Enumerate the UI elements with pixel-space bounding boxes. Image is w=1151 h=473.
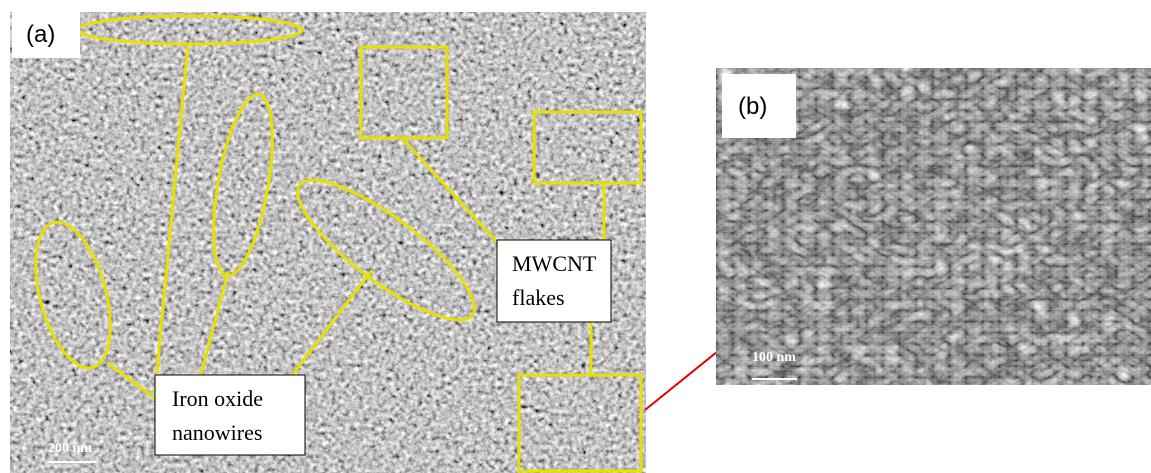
annotation-text: flakes — [512, 285, 565, 310]
panel-b: (b) 100 nm — [716, 68, 1151, 385]
figure: (a) Iron oxide nanowires MWCNT flakes 20… — [0, 0, 1151, 473]
annotation-text: MWCNT — [512, 251, 597, 276]
panel-a: (a) Iron oxide nanowires MWCNT flakes 20… — [10, 12, 646, 473]
annotation-text: Iron oxide — [172, 386, 263, 411]
panel-label: (a) — [26, 21, 55, 48]
scale-bar-label: 200 nm — [48, 441, 92, 456]
scale-bar-label: 100 nm — [752, 350, 796, 365]
panel-label: (b) — [738, 93, 767, 120]
annotation-text: nanowires — [172, 420, 262, 445]
